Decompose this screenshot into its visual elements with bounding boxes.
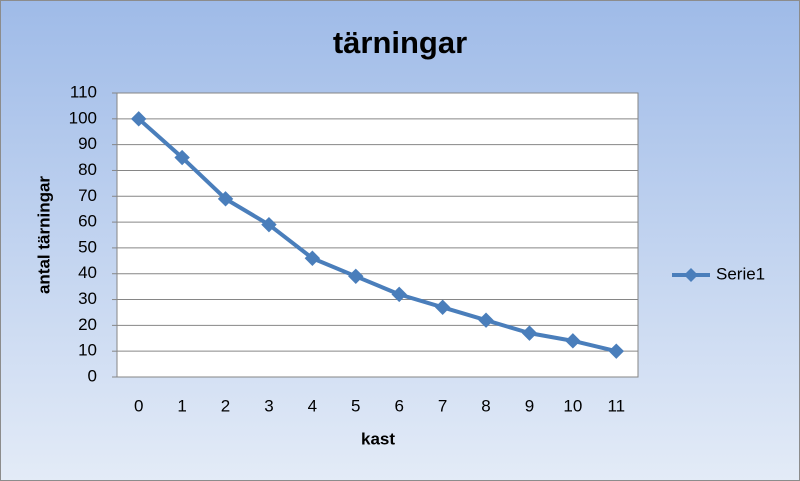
y-tick-label: 10 <box>78 341 97 360</box>
data-point <box>261 216 277 233</box>
y-tick-label: 20 <box>78 315 97 334</box>
x-tick-label: 5 <box>351 396 360 415</box>
y-tick-label: 110 <box>70 82 97 101</box>
x-tick-label: 3 <box>264 396 273 415</box>
x-tick-label: 1 <box>177 396 186 415</box>
data-point <box>478 312 494 328</box>
y-tick-label: 90 <box>78 134 97 153</box>
data-point <box>217 191 234 207</box>
x-tick-label: 9 <box>525 396 534 415</box>
x-tick-label: 10 <box>563 396 582 415</box>
plot-area <box>116 92 639 378</box>
series-line <box>137 117 617 354</box>
y-tick-label: 30 <box>78 289 97 308</box>
chart-title: tärningar <box>333 25 467 60</box>
y-axis-label: antal tärningar <box>34 176 53 294</box>
y-tick-label: 70 <box>78 186 97 205</box>
x-tick-label: 4 <box>308 396 317 415</box>
data-point <box>174 149 190 166</box>
data-point <box>565 333 581 349</box>
x-axis-label: kast <box>361 429 395 448</box>
x-tick-label: 6 <box>394 396 403 415</box>
y-tick-label: 60 <box>78 212 97 231</box>
data-point <box>348 268 364 285</box>
legend-marker <box>684 268 698 282</box>
y-tick-label: 50 <box>78 237 97 256</box>
data-point <box>391 286 407 303</box>
data-point <box>304 250 321 266</box>
y-tick-label: 100 <box>69 108 97 127</box>
data-point <box>608 343 624 359</box>
data-point <box>521 325 538 341</box>
y-tick-label: 80 <box>78 160 97 179</box>
x-tick-label: 0 <box>134 396 143 415</box>
x-tick-label: 7 <box>438 396 447 415</box>
data-point <box>131 111 147 127</box>
y-tick-label: 40 <box>78 263 97 282</box>
x-tick-label: 11 <box>607 396 625 415</box>
x-tick-label: 8 <box>481 396 490 415</box>
legend-label: Serie1 <box>716 264 765 283</box>
data-point <box>434 299 451 315</box>
x-tick-label: 2 <box>221 396 230 415</box>
y-tick-label: 0 <box>88 366 97 385</box>
